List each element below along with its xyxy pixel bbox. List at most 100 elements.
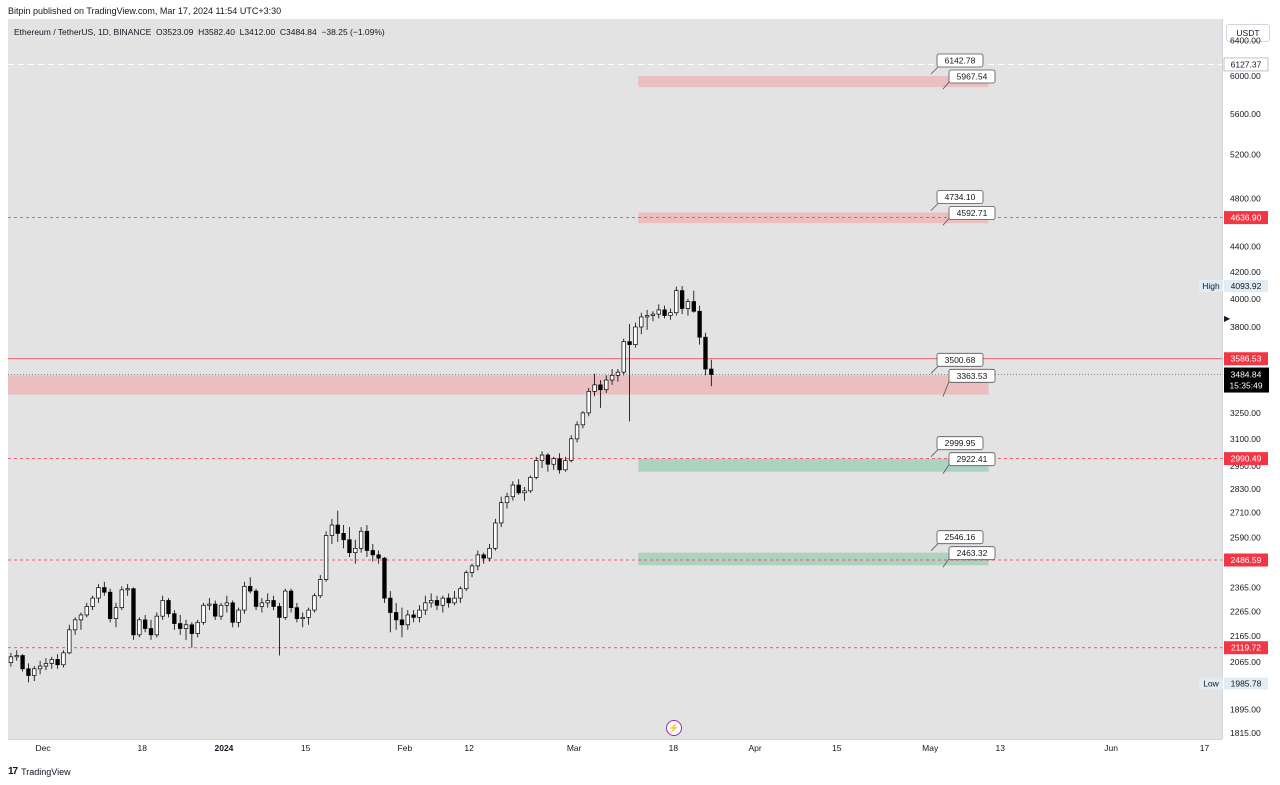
lightning-event-icon[interactable]: ⚡ (666, 720, 682, 736)
zone-label-bottom-3: 2922.41 (957, 454, 988, 464)
candle-body-48 (288, 590, 294, 609)
candle-body-3 (26, 668, 31, 676)
candle-body-92 (545, 454, 551, 465)
candle-body-52 (312, 595, 317, 611)
time-tick-0: Dec (35, 743, 51, 753)
candle-body-27 (166, 600, 171, 615)
level-badge-0 (1223, 57, 1269, 72)
candle-body-50 (300, 617, 305, 619)
zone-label-top-4: 2546.16 (945, 532, 976, 542)
price-tick-0: 6400.00 (1230, 36, 1261, 46)
candle-body-104 (615, 371, 621, 376)
candle-body-61 (364, 530, 370, 551)
candle-body-42 (253, 590, 259, 607)
zone-label-leader-top-4 (930, 542, 940, 551)
level-badge-5 (1224, 641, 1268, 655)
candle-body-67 (399, 619, 405, 626)
time-axis[interactable] (8, 739, 1222, 759)
time-tick-5: 12 (464, 743, 474, 753)
candle-body-85 (504, 496, 510, 504)
axis-scroll-arrow-icon[interactable]: ▶ (1224, 314, 1231, 323)
level-badge-label-1: 4636.90 (1231, 213, 1262, 223)
candle-body-51 (306, 609, 311, 618)
level-badge-3 (1224, 452, 1268, 466)
candle-body-86 (510, 484, 516, 498)
candle-body-57 (341, 533, 346, 541)
candle-body-84 (499, 502, 504, 524)
candle-body-32 (195, 621, 200, 634)
candle-body-98 (580, 412, 586, 426)
time-tick-7: 18 (669, 743, 679, 753)
candle-body-111 (656, 309, 661, 315)
candle-body-110 (650, 313, 656, 316)
candle-body-24 (148, 628, 154, 636)
candle-body-9 (61, 652, 66, 666)
high-marker-tag (1199, 280, 1223, 293)
price-tick-17: 2365.00 (1230, 583, 1261, 593)
candle-body-56 (335, 524, 340, 534)
candle-body-69 (411, 614, 416, 618)
zone-label-leader-top-3 (930, 448, 940, 457)
candle-body-112 (662, 309, 667, 316)
candle-body-44 (265, 600, 270, 604)
candle-body-13 (84, 606, 89, 616)
candle-body-18 (113, 607, 119, 619)
candle-body-29 (178, 623, 183, 629)
candle-body-60 (358, 530, 364, 549)
level-badge-label-4: 2486.59 (1231, 555, 1262, 565)
price-tick-8: 3800.00 (1230, 322, 1261, 332)
candle-body-39 (236, 609, 241, 623)
zone-label-leader-bottom-3 (942, 464, 950, 474)
high-marker-label: High (1202, 281, 1220, 291)
candle-body-103 (609, 374, 615, 381)
time-tick-6: Mar (567, 743, 582, 753)
zone-0 (638, 75, 989, 88)
candle-body-62 (370, 550, 375, 556)
candle-body-105 (621, 341, 626, 373)
candle-body-90 (534, 460, 539, 478)
publish-header: Bitpin published on TradingView.com, Mar… (8, 6, 282, 16)
candle-body-79 (469, 565, 475, 574)
currency-unit-badge[interactable]: USDT (1226, 24, 1270, 42)
time-tick-8: Apr (748, 743, 761, 753)
price-tick-11: 3100.00 (1230, 434, 1261, 444)
footer-branding: 17 TradingView (8, 766, 71, 777)
level-badge-label-2: 3586.53 (1231, 354, 1262, 364)
candle-body-59 (353, 547, 358, 554)
candle-body-114 (674, 290, 679, 314)
price-tick-10: 3250.00 (1230, 408, 1261, 418)
candle-body-31 (189, 624, 195, 634)
symbol-ohlc-legend: Ethereum / TetherUS, 1D, BINANCE O3523.0… (14, 27, 385, 37)
low-marker-badge (1224, 677, 1268, 690)
high-marker-value: 4093.92 (1231, 281, 1262, 291)
candle-body-23 (142, 619, 148, 629)
candle-body-75 (446, 597, 451, 604)
candle-body-5 (37, 665, 43, 670)
zone-label-bottom-0: 5967.54 (957, 71, 988, 81)
zone-label-leader-top-1 (930, 202, 940, 211)
zone-label-box-top-2 (936, 352, 984, 367)
zone-3 (638, 458, 989, 472)
time-tick-12: Jun (1104, 743, 1118, 753)
candle-body-76 (452, 597, 457, 604)
price-tick-15: 2590.00 (1230, 533, 1261, 543)
candle-body-6 (43, 663, 49, 667)
candle-body-65 (388, 597, 393, 613)
price-tick-12: 2950.00 (1230, 461, 1261, 471)
candle-body-80 (475, 554, 481, 567)
level-badge-4 (1224, 553, 1268, 567)
low-marker-tag (1199, 677, 1223, 690)
zone-label-leader-top-2 (930, 365, 940, 374)
current-price-badge (1224, 367, 1269, 393)
candle-body-12 (78, 614, 84, 621)
candle-body-45 (271, 600, 276, 607)
price-tick-3: 5200.00 (1230, 150, 1261, 160)
candle-body-64 (382, 557, 387, 599)
zone-label-top-0: 6142.78 (945, 55, 976, 65)
candle-body-73 (434, 600, 440, 606)
candle-body-102 (604, 379, 609, 391)
low-marker-label: Low (1203, 679, 1219, 689)
low-marker-value: 1985.78 (1231, 679, 1262, 689)
candle-body-14 (90, 597, 95, 607)
